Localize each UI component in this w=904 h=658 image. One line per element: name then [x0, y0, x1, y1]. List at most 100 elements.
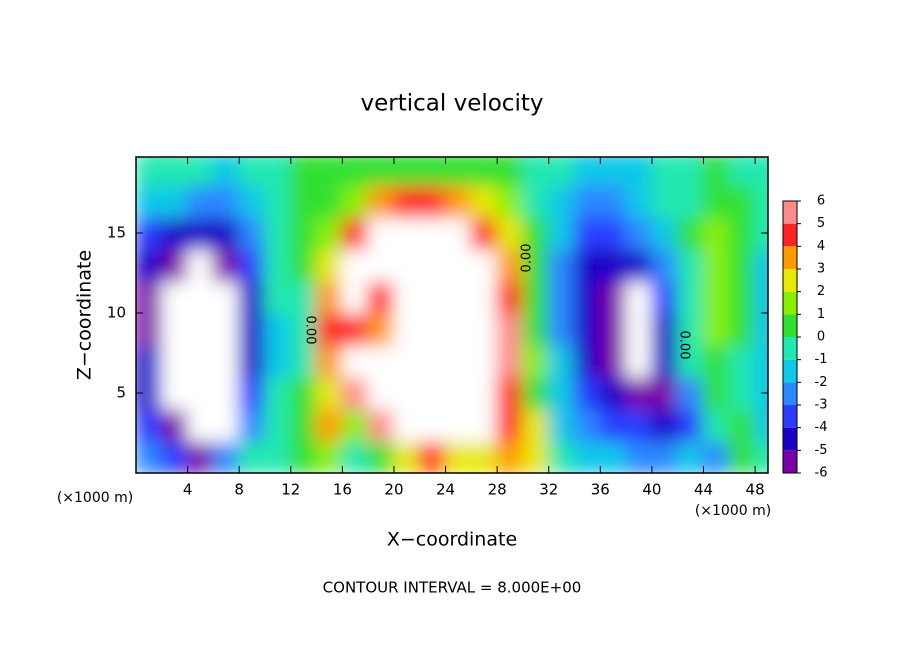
field-cell [136, 312, 163, 346]
field-cell [238, 440, 266, 473]
field-cell [315, 344, 344, 378]
field-cell [521, 408, 550, 442]
field-cell [186, 248, 215, 282]
field-cell [212, 312, 241, 346]
field-cell [521, 248, 550, 282]
field-cell [754, 184, 768, 218]
field-cell [136, 344, 163, 378]
colorbar-band [783, 382, 797, 405]
field-cell [650, 344, 679, 378]
field-cell [341, 344, 370, 378]
colorbar-tick-label: -3 [815, 398, 828, 413]
field-cell [160, 248, 189, 282]
field-cell [289, 157, 318, 186]
colorbar-tick-label: -5 [815, 443, 828, 458]
field-cell [676, 248, 705, 282]
field-cell [136, 408, 163, 442]
field-cell [160, 184, 189, 218]
field-cell [186, 408, 215, 442]
colorbar-tick-label: 0 [817, 330, 825, 345]
field-cell [676, 312, 705, 346]
field-cell [650, 157, 679, 186]
field-cell [444, 157, 473, 186]
field-cell [186, 312, 215, 346]
field-cell [625, 184, 653, 218]
field-cell [470, 184, 499, 218]
field-cell [599, 248, 628, 282]
field-cell [367, 157, 395, 186]
field-cell [496, 184, 524, 218]
field-cell [160, 280, 189, 314]
field-cell [573, 312, 602, 346]
field-cell [728, 344, 757, 378]
field-cell [573, 376, 602, 410]
field-cell [625, 440, 653, 473]
field-cell [418, 408, 447, 442]
field-cell [263, 184, 292, 218]
field-cell [496, 216, 524, 250]
field-cell [650, 408, 679, 442]
field-cell [470, 216, 499, 250]
field-cell [341, 408, 370, 442]
field-cell [160, 157, 189, 186]
field-cell [676, 184, 705, 218]
field-cell [728, 440, 757, 473]
field-cell [392, 344, 421, 378]
field-cell [728, 248, 757, 282]
field-cell [392, 312, 421, 346]
field-cell [754, 312, 768, 346]
field-cell [676, 408, 705, 442]
field-cell [289, 280, 318, 314]
field-cell [238, 376, 266, 410]
colorbar-band [783, 405, 797, 428]
field-cell [315, 248, 344, 282]
field-cell [521, 216, 550, 250]
field-cell [547, 344, 576, 378]
field-cell [238, 344, 266, 378]
field-cell [289, 440, 318, 473]
colorbar-tick-label: 5 [817, 216, 825, 231]
x-tick-label: 48 [746, 481, 765, 499]
field-cell [341, 376, 370, 410]
field-cell [573, 216, 602, 250]
field-cell [186, 216, 215, 250]
field-cell [263, 440, 292, 473]
field-cell [238, 408, 266, 442]
field-cell [315, 157, 344, 186]
field-cell [341, 280, 370, 314]
colorbar-tick-label: -1 [815, 352, 828, 367]
field-cell [238, 157, 266, 186]
colorbar-tick-label: -2 [815, 375, 828, 390]
field-cell [599, 312, 628, 346]
x-tick-label: 32 [539, 481, 558, 499]
field-cell [547, 376, 576, 410]
field-cell [289, 376, 318, 410]
field-cell [728, 280, 757, 314]
field-cell [470, 280, 499, 314]
field-cell [470, 157, 499, 186]
field-cell [625, 312, 653, 346]
field-cell [186, 280, 215, 314]
field-cell [315, 440, 344, 473]
y-unit-label: (×1000 m) [57, 490, 133, 506]
field-cell [160, 312, 189, 346]
field-cell [599, 344, 628, 378]
field-cell [599, 216, 628, 250]
field-cell [392, 376, 421, 410]
x-unit-label: (×1000 m) [695, 503, 771, 519]
colorbar-band [783, 201, 797, 224]
y-tick-label: 10 [107, 304, 126, 322]
field-cell [547, 440, 576, 473]
field-cell [212, 280, 241, 314]
field-cell [521, 312, 550, 346]
colorbar-band [783, 246, 797, 269]
field-cell [238, 312, 266, 346]
field-cell [702, 344, 731, 378]
field-cell [547, 248, 576, 282]
field-cell [702, 376, 731, 410]
x-tick-label: 28 [488, 481, 507, 499]
field-cell [136, 248, 163, 282]
field-cell [289, 216, 318, 250]
field-cell [625, 344, 653, 378]
field-cell [160, 440, 189, 473]
